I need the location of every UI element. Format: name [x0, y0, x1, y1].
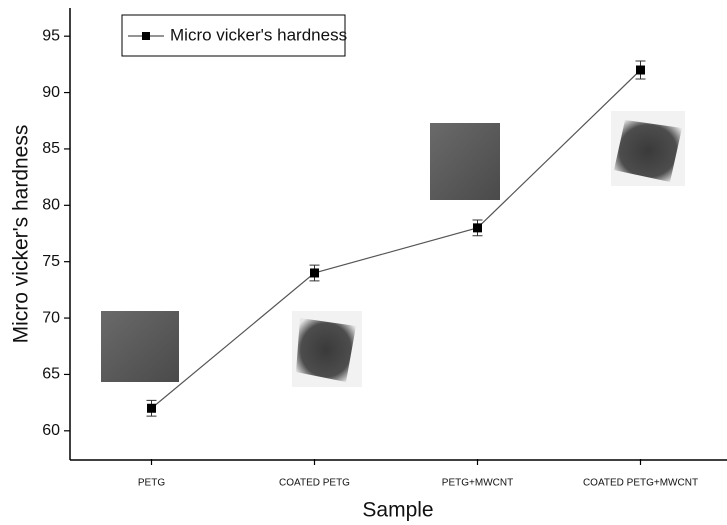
- micrograph-inset: [611, 111, 685, 186]
- micrograph-inset: [292, 311, 362, 387]
- axes: [69, 8, 727, 461]
- legend-marker: [142, 32, 150, 40]
- x-tick-label: PETG: [138, 478, 165, 489]
- y-tick-label: 75: [42, 253, 60, 270]
- series-line: [151, 69, 641, 409]
- x-axis-title: Sample: [362, 499, 433, 522]
- micrograph-inset: [101, 311, 179, 382]
- legend-label: Micro vicker's hardness: [170, 25, 347, 44]
- micrograph-inset: [430, 123, 500, 200]
- y-tick-label: 90: [42, 84, 60, 101]
- legend: Micro vicker's hardness: [121, 14, 347, 57]
- x-tick-label: COATED PETG+MWCNT: [583, 478, 698, 489]
- y-tick-label: 70: [42, 309, 60, 326]
- y-tick-label: 60: [42, 422, 60, 439]
- y-tick-label: 65: [42, 366, 60, 383]
- y-tick-label: 80: [42, 197, 60, 214]
- y-axis-title: Micro vicker's hardness: [10, 125, 33, 344]
- data-point: [473, 223, 482, 233]
- data-point: [310, 268, 319, 278]
- y-tick-label: 95: [42, 27, 60, 44]
- x-tick-label: PETG+MWCNT: [442, 478, 513, 489]
- y-tick-label: 85: [42, 140, 60, 157]
- x-tick-label: COATED PETG: [279, 478, 350, 489]
- data-point: [147, 403, 156, 413]
- data-point: [636, 65, 645, 75]
